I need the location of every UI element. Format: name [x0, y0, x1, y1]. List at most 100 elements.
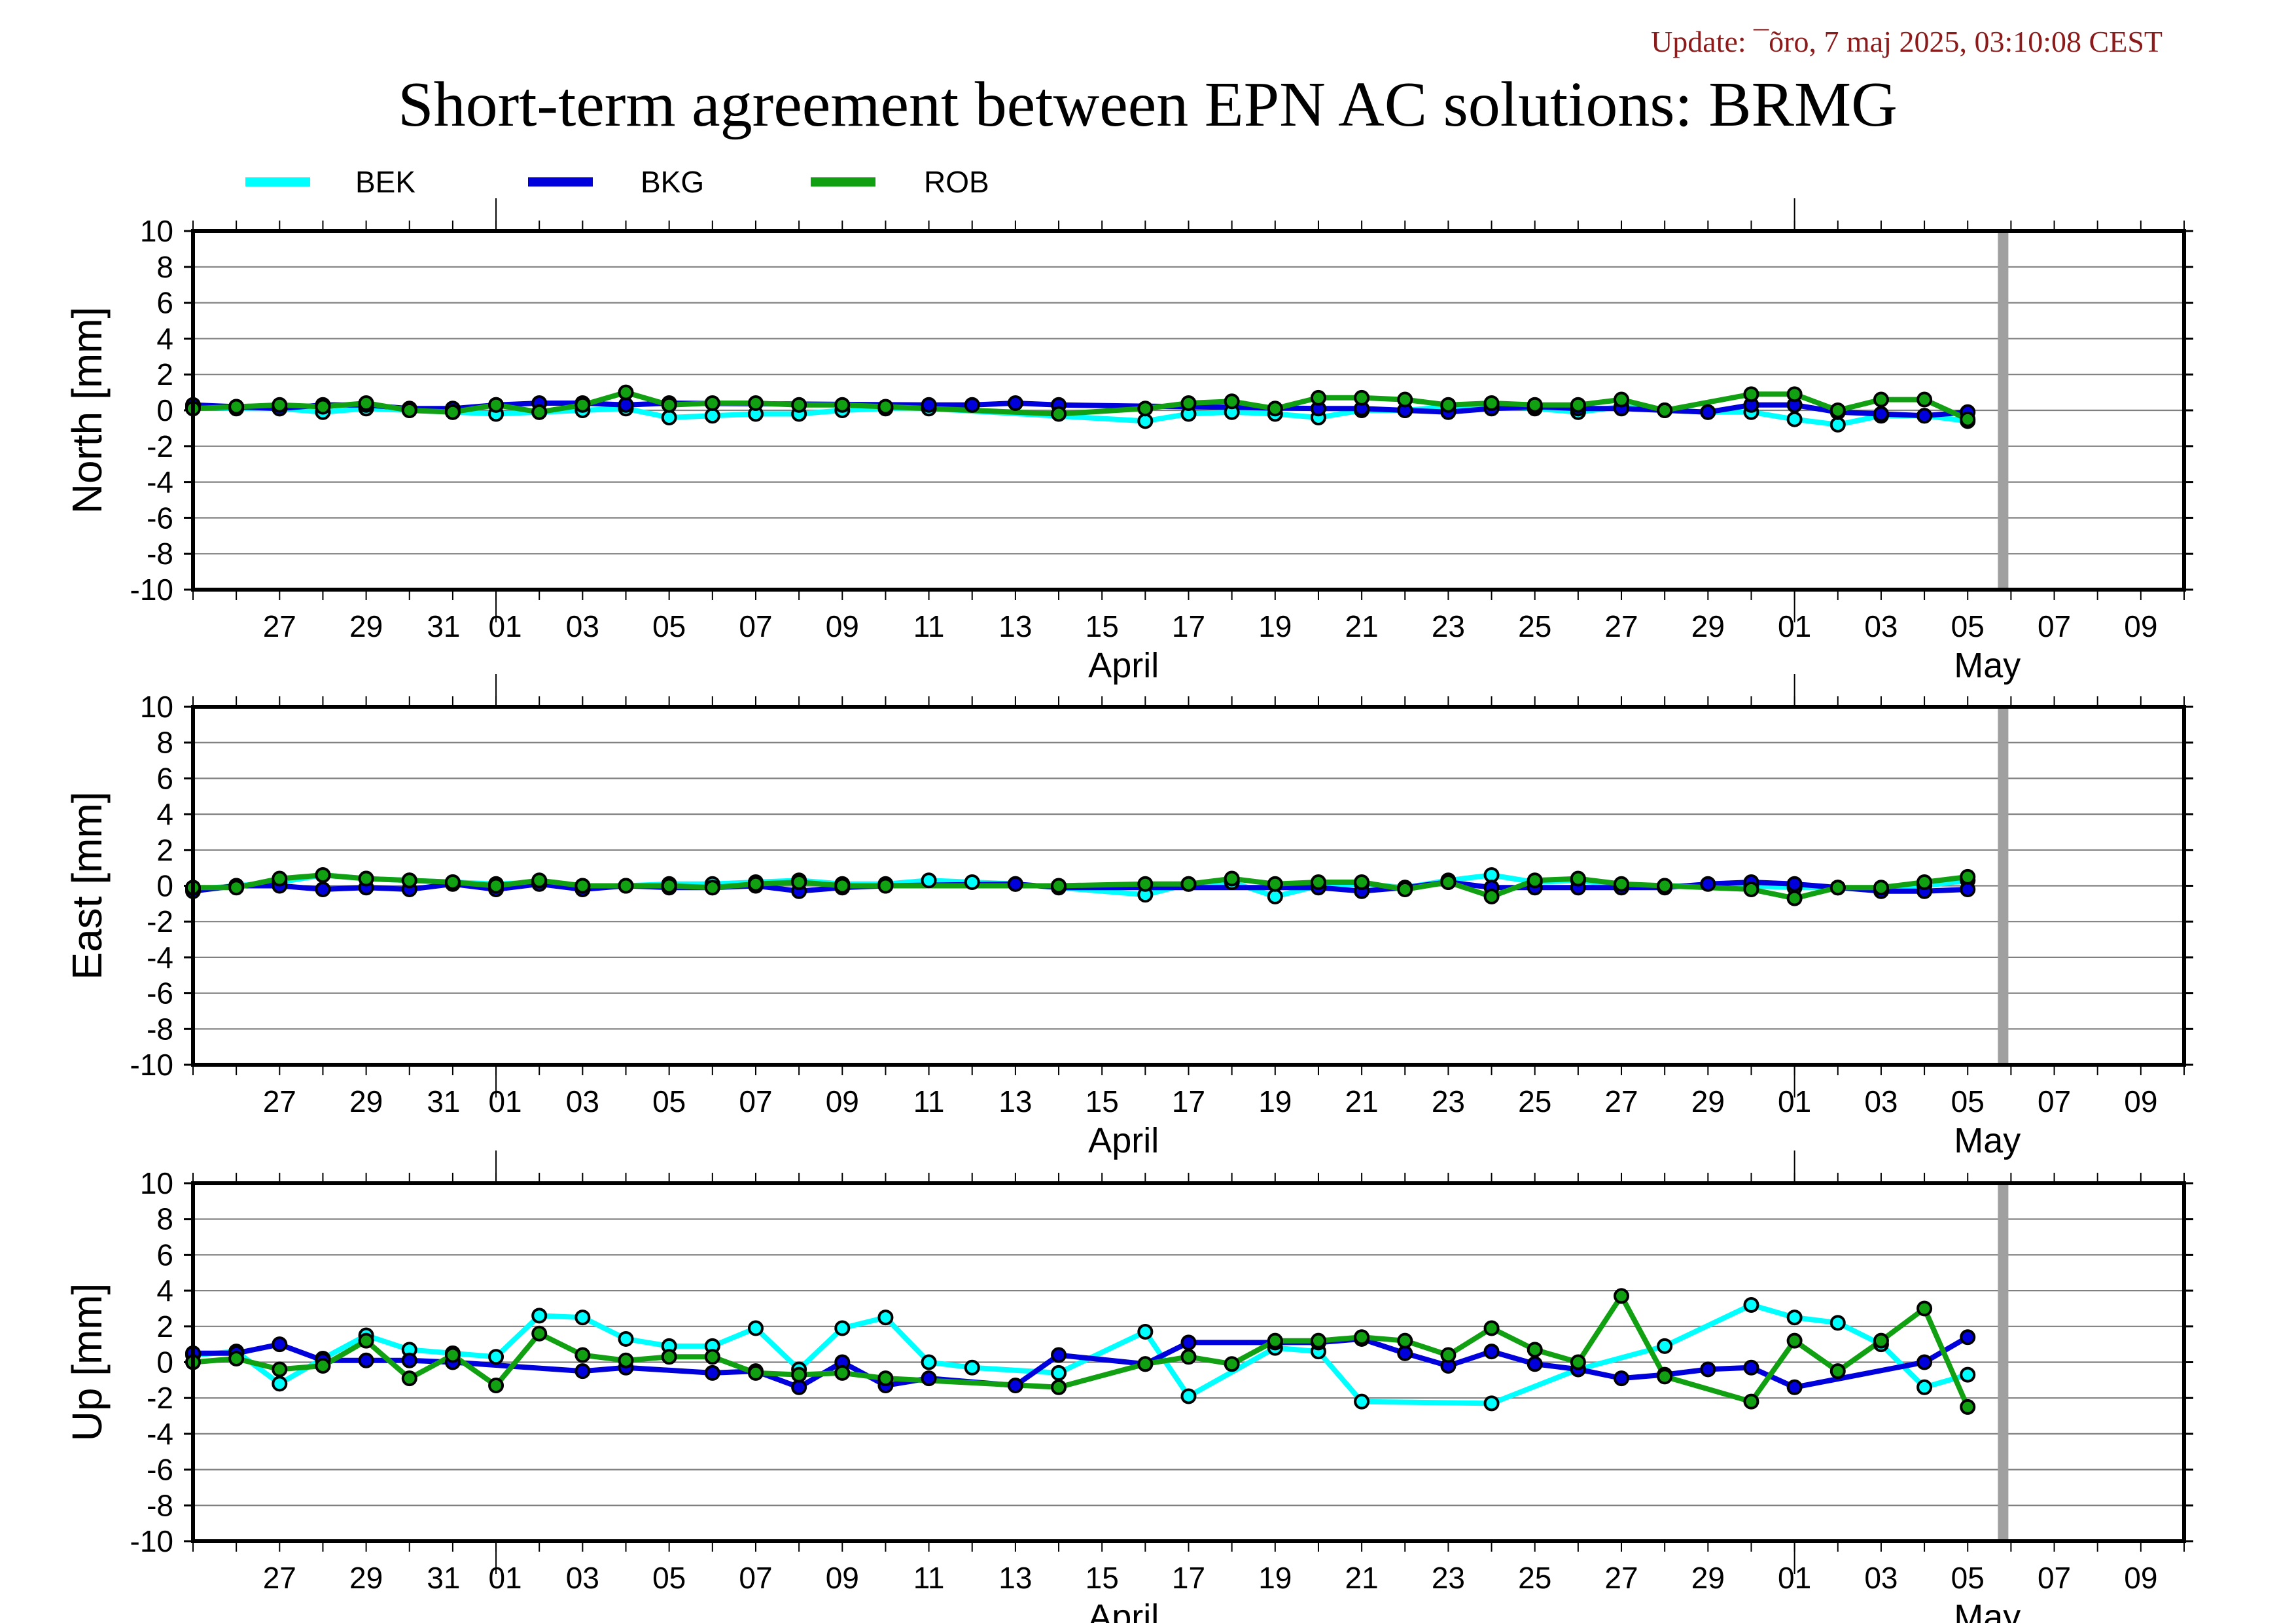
data-point-bek	[1960, 1366, 1976, 1383]
data-point-bkg	[272, 1336, 288, 1353]
data-point-bek	[834, 1320, 851, 1336]
x-tick-label: 09	[826, 609, 859, 643]
y-tick-label: 10	[140, 1166, 173, 1200]
data-point-rob	[1440, 1347, 1457, 1363]
data-point-rob	[1829, 1363, 1846, 1380]
data-point-bek	[531, 1308, 548, 1324]
data-point-rob	[747, 1364, 764, 1381]
x-tick-label: 15	[1086, 1084, 1119, 1118]
y-tick-label: -8	[147, 1488, 173, 1522]
data-point-bek	[921, 872, 937, 889]
data-point-rob	[1397, 391, 1413, 408]
x-tick-label: 19	[1258, 1084, 1292, 1118]
x-tick-label: 11	[913, 1561, 945, 1595]
data-point-rob	[877, 1370, 894, 1387]
chart-title: Short-term agreement between EPN AC solu…	[398, 69, 1898, 140]
x-tick-label: 09	[2124, 1084, 2157, 1118]
x-tick-label: 05	[1951, 1084, 1985, 1118]
data-point-rob	[1224, 1356, 1240, 1372]
x-tick-label: 11	[913, 609, 945, 643]
x-tick-label: 21	[1345, 1561, 1379, 1595]
data-point-rob	[877, 878, 894, 894]
data-point-rob	[1786, 386, 1803, 402]
x-tick-label: 01	[1778, 1084, 1811, 1118]
x-tick-label: 29	[1691, 1561, 1725, 1595]
x-tick-label: 11	[913, 1084, 945, 1118]
x-tick-label: 17	[1172, 1561, 1205, 1595]
y-tick-label: -6	[147, 1453, 173, 1487]
data-point-rob	[1180, 1349, 1197, 1365]
data-point-bkg	[1700, 1361, 1716, 1378]
data-point-rob	[228, 399, 245, 415]
data-point-rob	[488, 878, 504, 894]
data-point-bek	[1829, 1315, 1846, 1331]
y-axis-label: East [mm]	[63, 791, 111, 980]
data-point-rob	[1397, 1332, 1413, 1349]
data-point-rob	[1354, 874, 1370, 891]
x-tick-label: 09	[2124, 609, 2157, 643]
y-tick-label: 8	[156, 250, 173, 284]
x-tick-label: 15	[1086, 609, 1119, 643]
legend-item-rob: ROB	[811, 165, 989, 199]
y-tick-label: -4	[147, 1417, 173, 1451]
data-point-rob	[1397, 881, 1413, 897]
y-tick-label: -6	[147, 501, 173, 535]
data-point-rob	[704, 395, 720, 412]
y-tick-label: 6	[156, 1238, 173, 1272]
data-point-rob	[1224, 393, 1240, 410]
data-point-rob	[1137, 876, 1154, 892]
data-point-rob	[661, 397, 677, 413]
data-point-rob	[1829, 402, 1846, 418]
data-point-bkg	[1527, 1356, 1543, 1372]
x-tick-label: 07	[2038, 609, 2071, 643]
data-point-bek	[1137, 413, 1154, 429]
data-point-rob	[401, 402, 417, 418]
data-point-rob	[1137, 1356, 1154, 1372]
y-tick-label: -6	[147, 976, 173, 1010]
x-tick-label: 01	[1778, 609, 1811, 643]
data-point-rob	[574, 1347, 591, 1363]
data-point-rob	[1873, 391, 1889, 408]
update-timestamp: Update: ¯õro, 7 maj 2025, 03:10:08 CEST	[1651, 25, 2163, 58]
data-point-rob	[834, 397, 851, 413]
data-point-bkg	[401, 1352, 417, 1368]
data-point-rob	[1570, 1354, 1586, 1370]
data-point-rob	[1570, 870, 1586, 887]
data-point-bek	[1137, 1324, 1154, 1340]
x-tick-label: 17	[1172, 609, 1205, 643]
data-point-rob	[1570, 397, 1586, 413]
x-tick-label: 19	[1258, 1561, 1292, 1595]
data-point-bek	[1483, 1395, 1500, 1412]
data-point-rob	[1916, 1300, 1933, 1317]
y-tick-label: -2	[147, 904, 173, 938]
data-point-bkg	[1916, 1354, 1933, 1370]
data-point-rob	[1786, 1332, 1803, 1349]
data-point-rob	[1051, 878, 1067, 894]
data-point-bkg	[1007, 395, 1023, 412]
data-point-bkg	[1007, 876, 1023, 892]
data-point-rob	[531, 872, 548, 889]
x-tick-label: 31	[427, 1084, 460, 1118]
data-point-bkg	[1051, 1347, 1067, 1363]
data-point-bek	[488, 1349, 504, 1365]
x-tick-label: 27	[263, 1084, 296, 1118]
x-tick-label: 03	[1864, 1084, 1898, 1118]
y-tick-label: 4	[156, 797, 173, 831]
x-tick-label: 23	[1432, 1561, 1465, 1595]
data-point-bkg	[1960, 1329, 1976, 1346]
data-point-rob	[618, 384, 634, 401]
x-tick-label: 05	[652, 1084, 686, 1118]
y-tick-label: 4	[156, 321, 173, 355]
data-point-bkg	[1483, 1344, 1500, 1360]
month-label: May	[1954, 1597, 2021, 1623]
y-tick-label: -8	[147, 537, 173, 571]
data-point-rob	[1743, 1393, 1759, 1410]
data-point-bek	[921, 1354, 937, 1370]
month-label: April	[1088, 1121, 1159, 1160]
y-tick-label: -8	[147, 1012, 173, 1046]
data-point-rob	[1657, 878, 1673, 894]
x-tick-label: 05	[1951, 609, 1985, 643]
